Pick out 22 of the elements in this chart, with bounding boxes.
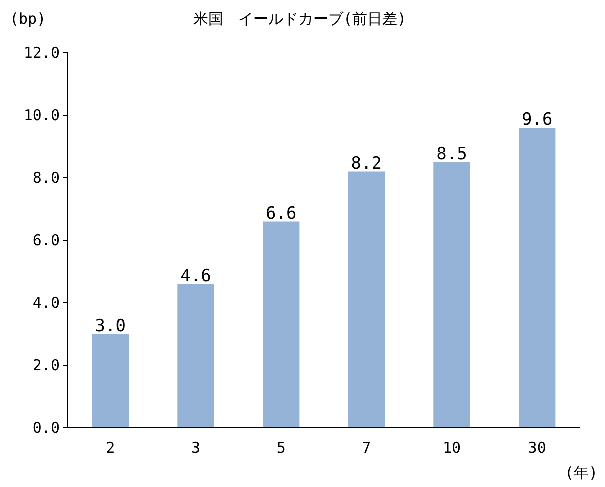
ylabel: (bp) (10, 10, 46, 28)
ytick: 4.0 (32, 294, 60, 312)
ytick: 10.0 (24, 106, 60, 124)
ytick: 8.0 (32, 169, 60, 187)
ytick: 12.0 (24, 44, 60, 62)
xtick: 3 (191, 439, 201, 457)
xtick: 2 (106, 439, 116, 457)
title: 米国 イールドカーブ(前日差) (193, 10, 407, 28)
xtick: 5 (276, 439, 286, 457)
data-label: 9.6 (522, 110, 553, 130)
ytick: 0.0 (32, 419, 60, 437)
xtick: 10 (442, 439, 462, 457)
ytick: 6.0 (32, 232, 60, 250)
data-label: 8.5 (436, 144, 468, 164)
xlabel: (年) (564, 464, 598, 482)
data-label: 6.6 (266, 204, 297, 224)
xtick: 30 (528, 439, 546, 457)
xtick: 7 (362, 439, 372, 457)
ytick: 2.0 (32, 356, 60, 374)
data-label: 3.0 (95, 316, 126, 336)
data-label: 4.6 (180, 266, 212, 286)
data-label: 8.2 (351, 154, 382, 174)
